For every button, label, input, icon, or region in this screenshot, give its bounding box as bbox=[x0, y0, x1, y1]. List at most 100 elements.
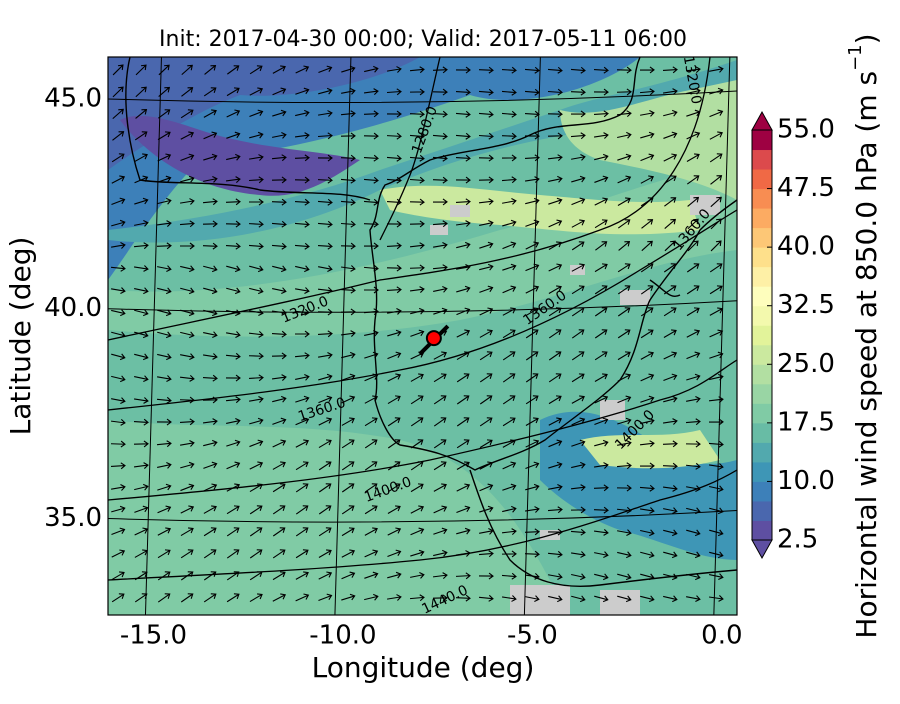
wind-arrow bbox=[686, 109, 701, 117]
colorbar-segment bbox=[752, 344, 772, 365]
wind-arrow bbox=[571, 595, 586, 603]
grid-line bbox=[108, 90, 737, 104]
wind-arrow-shape bbox=[271, 198, 287, 206]
wind-arrow-shape bbox=[225, 374, 241, 382]
wind-arrow bbox=[432, 594, 448, 602]
wind-arrow bbox=[664, 218, 676, 230]
wind-arrow bbox=[180, 440, 195, 447]
wind-arrow-shape bbox=[502, 483, 517, 491]
wind-arrow bbox=[363, 154, 379, 162]
wind-arrow-shape bbox=[317, 176, 333, 184]
wind-arrow-shape bbox=[111, 287, 126, 294]
wind-arrow-shape bbox=[663, 329, 677, 338]
wind-arrow-shape bbox=[640, 573, 655, 581]
wind-arrow-shape bbox=[134, 131, 148, 141]
wind-arrow-shape bbox=[662, 485, 678, 492]
wind-arrow bbox=[271, 176, 287, 184]
wind-arrow-shape bbox=[409, 110, 425, 118]
wind-arrow bbox=[456, 550, 471, 557]
wind-arrow bbox=[455, 220, 471, 227]
wind-arrow-shape bbox=[180, 331, 195, 339]
wind-arrow-shape bbox=[202, 198, 218, 206]
wind-arrow bbox=[386, 242, 402, 250]
wind-arrow bbox=[317, 154, 333, 162]
wind-arrow bbox=[640, 373, 655, 382]
wind-arrow bbox=[547, 66, 563, 74]
wind-arrow bbox=[203, 265, 218, 273]
wind-arrow bbox=[662, 66, 678, 74]
wind-arrow-shape bbox=[709, 351, 724, 359]
wind-arrow bbox=[410, 483, 424, 493]
wind-arrow bbox=[318, 265, 333, 273]
wind-arrow bbox=[180, 527, 194, 537]
wind-arrow-shape bbox=[432, 132, 448, 140]
wind-arrow-shape bbox=[685, 462, 701, 470]
wind-arrow bbox=[639, 462, 655, 470]
wind-arrow-shape bbox=[410, 329, 425, 337]
wind-arrow bbox=[547, 110, 563, 118]
wind-arrow bbox=[479, 505, 494, 513]
wind-arrow bbox=[502, 219, 517, 227]
wind-arrow-shape bbox=[594, 417, 609, 425]
wind-arrow bbox=[686, 395, 701, 403]
wind-arrow-shape bbox=[180, 549, 194, 559]
wind-arrow bbox=[547, 132, 563, 140]
wind-arrow-shape bbox=[433, 505, 448, 514]
wind-arrow-shape bbox=[571, 219, 585, 228]
wind-arrow-shape bbox=[387, 527, 402, 536]
wind-arrow-shape bbox=[364, 395, 378, 404]
wind-arrow-shape bbox=[203, 571, 217, 581]
wind-arrow-shape bbox=[593, 506, 609, 514]
wind-arrow-shape bbox=[432, 594, 448, 602]
wind-arrow-shape bbox=[616, 506, 632, 514]
grid-line bbox=[713, 57, 731, 615]
wind-arrow-shape bbox=[249, 505, 263, 515]
wind-arrow-shape bbox=[295, 549, 309, 559]
wind-arrow bbox=[272, 527, 286, 537]
wind-arrow bbox=[594, 175, 609, 183]
wind-arrow-shape bbox=[479, 307, 494, 316]
wind-arrow bbox=[317, 198, 333, 206]
wind-arrow-shape bbox=[226, 571, 240, 581]
wind-arrow-shape bbox=[571, 573, 586, 581]
wind-arrow-shape bbox=[317, 132, 333, 140]
wind-arrow-shape bbox=[202, 353, 218, 360]
wind-arrow bbox=[548, 175, 563, 183]
wind-arrow-shape bbox=[524, 154, 540, 162]
wind-arrow bbox=[387, 594, 402, 601]
wind-arrow bbox=[340, 220, 356, 228]
wind-arrow bbox=[501, 110, 517, 118]
wind-arrow-shape bbox=[571, 373, 585, 383]
wind-arrow-shape bbox=[294, 132, 310, 139]
wind-arrow-shape bbox=[478, 572, 494, 580]
wind-arrow-shape bbox=[134, 153, 148, 162]
wind-arrow bbox=[663, 131, 678, 139]
wind-arrow bbox=[156, 242, 172, 250]
wind-arrow-shape bbox=[295, 417, 310, 426]
x-tick-label: -5.0 bbox=[507, 621, 558, 651]
wind-arrow bbox=[617, 595, 632, 603]
wind-arrow bbox=[640, 551, 655, 559]
wind-arrow-shape bbox=[111, 484, 126, 491]
wind-arrow bbox=[111, 331, 126, 339]
wind-arrow bbox=[409, 198, 425, 206]
wind-arrow-shape bbox=[386, 198, 402, 206]
wind-arrow bbox=[709, 351, 724, 359]
wind-arrow bbox=[455, 176, 471, 184]
wind-arrow-shape bbox=[295, 439, 309, 448]
wind-arrow bbox=[134, 505, 149, 513]
wind-arrow-shape bbox=[111, 309, 126, 317]
colorbar-tick-label: 32.5 bbox=[777, 290, 835, 320]
wind-arrow bbox=[203, 109, 217, 118]
wind-arrow bbox=[547, 506, 563, 514]
wind-arrow bbox=[571, 395, 585, 404]
wind-arrow-shape bbox=[272, 505, 286, 515]
wind-arrow-shape bbox=[432, 198, 448, 206]
wind-arrow bbox=[409, 66, 425, 74]
wind-arrow bbox=[640, 263, 654, 273]
wind-arrow-shape bbox=[387, 351, 402, 360]
wind-arrow-shape bbox=[180, 571, 194, 581]
wind-arrow-shape bbox=[502, 373, 516, 383]
wind-arrow bbox=[525, 285, 540, 294]
wind-arrow bbox=[502, 461, 517, 470]
